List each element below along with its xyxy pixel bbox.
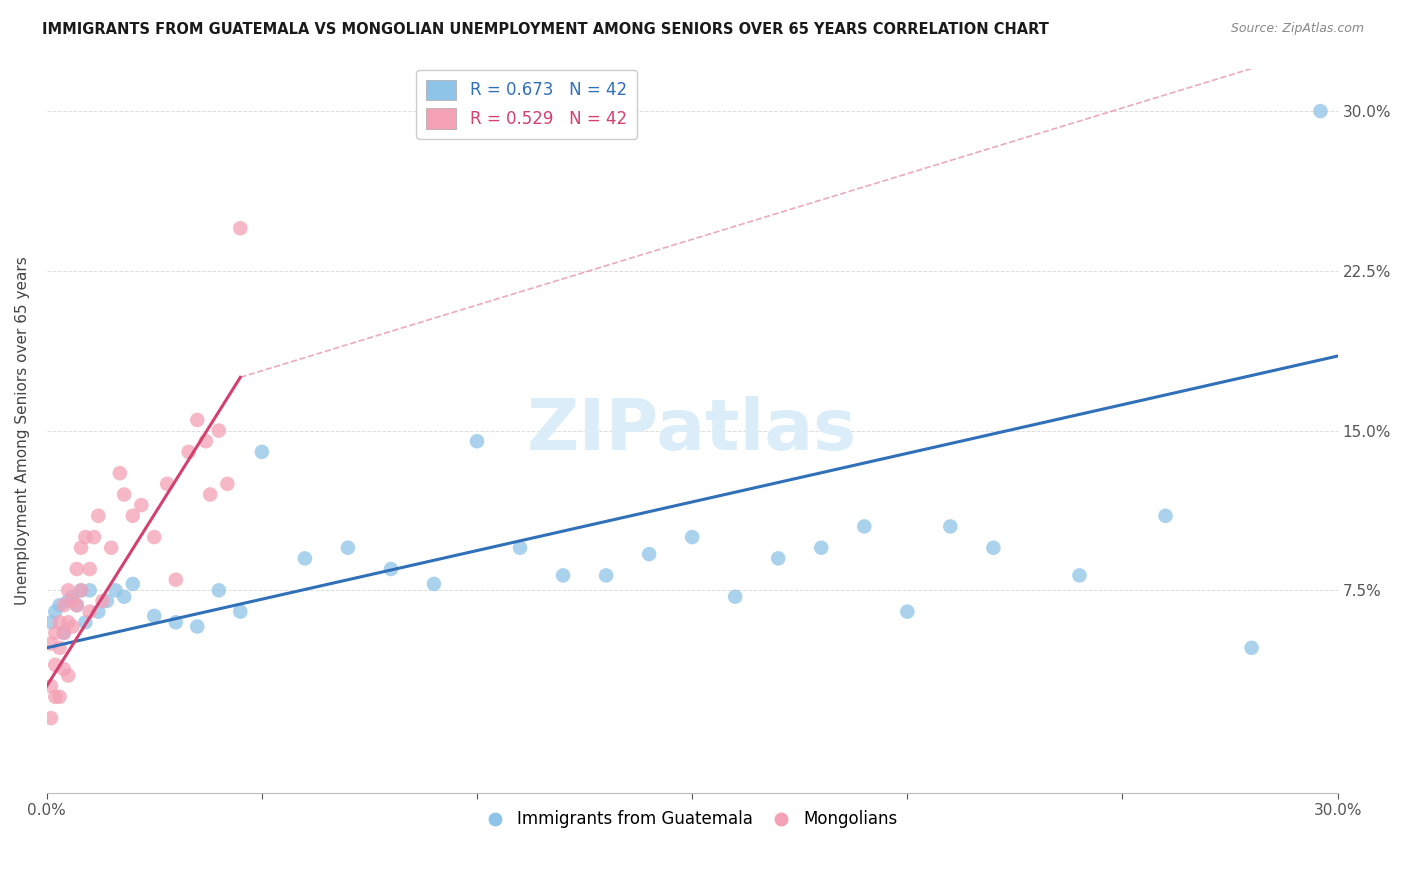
Text: IMMIGRANTS FROM GUATEMALA VS MONGOLIAN UNEMPLOYMENT AMONG SENIORS OVER 65 YEARS : IMMIGRANTS FROM GUATEMALA VS MONGOLIAN U…	[42, 22, 1049, 37]
Point	[44, 626, 66, 640]
Point	[70, 541, 93, 555]
Point	[44, 690, 66, 704]
Point	[48, 615, 70, 630]
Point	[681, 530, 703, 544]
Point	[56, 594, 79, 608]
Point	[229, 605, 252, 619]
Point	[108, 466, 131, 480]
Point	[217, 476, 239, 491]
Point	[208, 424, 231, 438]
Point	[56, 668, 79, 682]
Point	[104, 583, 127, 598]
Text: Source: ZipAtlas.com: Source: ZipAtlas.com	[1230, 22, 1364, 36]
Point	[1309, 104, 1331, 119]
Point	[66, 599, 89, 613]
Point	[100, 541, 122, 555]
Legend: Immigrants from Guatemala, Mongolians: Immigrants from Guatemala, Mongolians	[481, 804, 904, 835]
Point	[131, 498, 153, 512]
Point	[143, 608, 166, 623]
Point	[66, 562, 89, 576]
Point	[465, 434, 488, 449]
Point	[186, 619, 208, 633]
Point	[70, 583, 93, 598]
Point	[1240, 640, 1263, 655]
Point	[1154, 508, 1177, 523]
Point	[595, 568, 617, 582]
Point	[121, 508, 143, 523]
Point	[112, 487, 135, 501]
Point	[165, 615, 187, 630]
Point	[294, 551, 316, 566]
Point	[52, 626, 75, 640]
Point	[56, 583, 79, 598]
Point	[638, 547, 661, 561]
Point	[83, 530, 105, 544]
Point	[112, 590, 135, 604]
Point	[39, 679, 62, 693]
Point	[939, 519, 962, 533]
Point	[250, 445, 273, 459]
Point	[121, 577, 143, 591]
Point	[853, 519, 876, 533]
Point	[66, 599, 89, 613]
Point	[336, 541, 359, 555]
Point	[380, 562, 402, 576]
Point	[48, 599, 70, 613]
Point	[62, 590, 84, 604]
Point	[143, 530, 166, 544]
Point	[194, 434, 217, 449]
Point	[44, 657, 66, 672]
Point	[766, 551, 789, 566]
Point	[208, 583, 231, 598]
Point	[509, 541, 531, 555]
Point	[87, 605, 110, 619]
Point	[44, 605, 66, 619]
Point	[75, 530, 97, 544]
Point	[983, 541, 1005, 555]
Text: ZIPatlas: ZIPatlas	[527, 396, 858, 465]
Point	[52, 599, 75, 613]
Point	[896, 605, 918, 619]
Y-axis label: Unemployment Among Seniors over 65 years: Unemployment Among Seniors over 65 years	[15, 256, 30, 605]
Point	[1069, 568, 1091, 582]
Point	[75, 615, 97, 630]
Point	[52, 662, 75, 676]
Point	[48, 690, 70, 704]
Point	[79, 562, 101, 576]
Point	[177, 445, 200, 459]
Point	[91, 594, 114, 608]
Point	[156, 476, 179, 491]
Point	[70, 583, 93, 598]
Point	[62, 619, 84, 633]
Point	[79, 605, 101, 619]
Point	[423, 577, 446, 591]
Point	[810, 541, 832, 555]
Point	[56, 615, 79, 630]
Point	[229, 221, 252, 235]
Point	[39, 711, 62, 725]
Point	[198, 487, 221, 501]
Point	[96, 594, 118, 608]
Point	[48, 640, 70, 655]
Point	[52, 626, 75, 640]
Point	[551, 568, 574, 582]
Point	[165, 573, 187, 587]
Point	[39, 615, 62, 630]
Point	[724, 590, 747, 604]
Point	[39, 636, 62, 650]
Point	[79, 583, 101, 598]
Point	[87, 508, 110, 523]
Point	[62, 594, 84, 608]
Point	[186, 413, 208, 427]
